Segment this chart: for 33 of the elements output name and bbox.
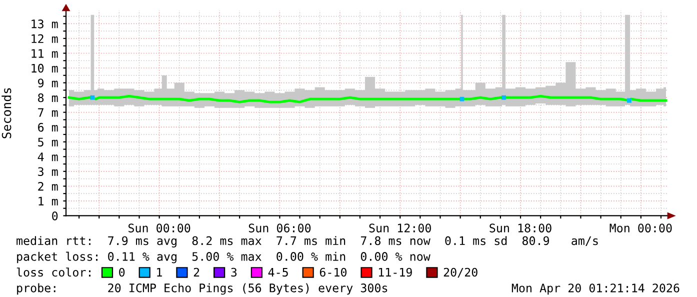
x-tick-label: Sun 00:00 xyxy=(128,224,190,232)
y-tick-label: 6 m xyxy=(38,122,58,132)
legend-label: 2 xyxy=(194,268,200,276)
y-tick-label: 0 xyxy=(52,212,58,220)
legend-label: 20/20 xyxy=(444,268,478,278)
legend-title: loss color: xyxy=(16,268,90,277)
text: packet loss: 0.11 % avg 5.00 % max 0.00 % min 0.00 % now xyxy=(17,252,430,264)
legend-label: 6-10 xyxy=(320,268,347,277)
y-tick-label: 5 m xyxy=(38,138,58,146)
y-tick-label: 10 m xyxy=(32,64,58,73)
y-tick-label: 12 m xyxy=(32,34,58,43)
x-tick-label: Sun 06:00 xyxy=(248,224,311,232)
text: Mon Apr 20 01:21:14 2026 xyxy=(512,284,680,295)
x-tick-label: Sun 12:00 xyxy=(369,224,431,232)
y-axis-title: Seconds xyxy=(2,88,12,138)
x-tick-label: Mon 00:00 xyxy=(610,224,672,232)
legend-label: 1 xyxy=(157,268,162,276)
x-tick-label: Sun 18:00 xyxy=(490,224,552,232)
y-tick-label: 1 m xyxy=(38,196,58,206)
y-tick-label: 4 m xyxy=(38,152,58,162)
legend-label: 3 xyxy=(231,268,237,277)
y-tick-label: 9 m xyxy=(38,78,58,88)
y-tick-label: 7 m xyxy=(38,108,58,117)
legend-label: 0 xyxy=(119,268,125,277)
y-tick-label: 13 m xyxy=(32,19,58,28)
y-tick-label: 3 m xyxy=(38,167,58,176)
y-tick-label: 8 m xyxy=(38,93,58,102)
legend-label: 4-5 xyxy=(268,268,288,277)
legend-label: 11-19 xyxy=(378,268,412,277)
text: probe: 20 ICMP Echo Pings (56 Bytes) every 300s xyxy=(17,283,388,295)
text: median rtt: 7.9 ms avg 8.2 ms max 7.7 ms min 7.8 ms now 0.1 ms sd 80.9 am/s xyxy=(16,236,598,248)
y-tick-label: 11 m xyxy=(32,49,58,58)
y-tick-label: 2 m xyxy=(38,182,58,191)
